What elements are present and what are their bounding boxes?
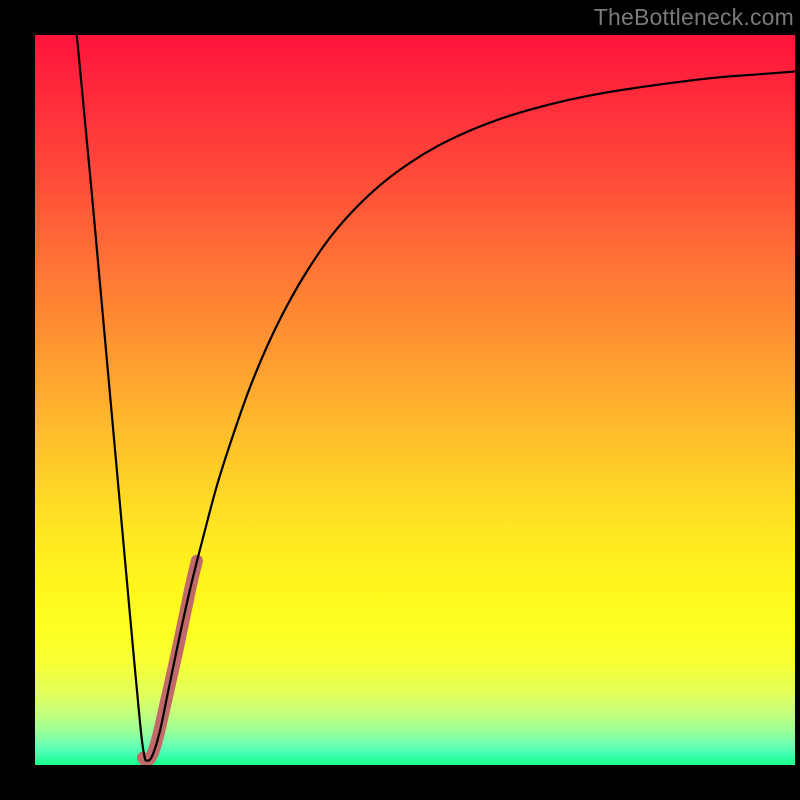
chart-svg: [35, 35, 795, 765]
gradient-background: [35, 35, 795, 765]
bottleneck-figure: TheBottleneck.com: [0, 0, 800, 800]
watermark-text: TheBottleneck.com: [594, 4, 794, 31]
plot-area: [35, 35, 795, 765]
